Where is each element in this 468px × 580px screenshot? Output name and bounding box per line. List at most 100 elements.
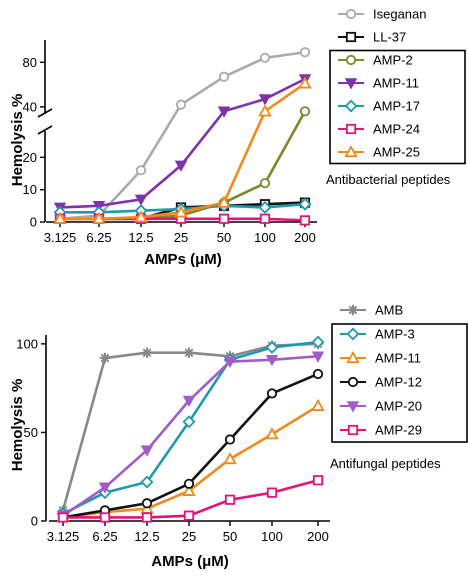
data-point-1-3-4 — [224, 434, 236, 445]
data-point-1-5-6 — [312, 475, 324, 486]
series-0-0 — [54, 47, 311, 224]
data-point-0-6-1 — [92, 211, 106, 224]
x-tick-label-0-6: 200 — [294, 230, 316, 245]
legend-label-1-5: AMP-29 — [375, 423, 422, 438]
data-point-1-0-1 — [99, 352, 111, 364]
legend-label-0-0: Iseganan — [373, 7, 427, 22]
y-tick-label-0-2: 20 — [23, 150, 37, 165]
legend-marker-0-2 — [345, 54, 357, 66]
x-axis-title-0: AMPs (μM) — [144, 251, 222, 268]
data-point-1-5-0 — [57, 512, 69, 523]
data-point-1-4-4 — [223, 356, 237, 369]
data-point-0-2-5 — [259, 178, 271, 189]
legend-item-1-2: AMP-11 — [340, 351, 421, 366]
data-point-0-3-4 — [217, 106, 231, 118]
data-point-1-0-1-stroke — [100, 353, 110, 363]
data-point-1-4-2 — [140, 445, 154, 457]
legend-label-1-1: AMP-3 — [375, 327, 415, 342]
legend-item-0-0: Iseganan — [338, 7, 427, 22]
legend-item-1-0: AMB — [340, 303, 403, 318]
y-tick-label-1-2: 100 — [16, 336, 38, 351]
x-tick-label-0-5: 100 — [254, 230, 276, 245]
legend-marker-0-6 — [344, 144, 358, 158]
data-point-0-0-2 — [135, 165, 147, 176]
data-point-1-3-3 — [183, 478, 195, 489]
legend-label-0-6: AMP-25 — [373, 145, 420, 160]
axis-break-mark-lower-0 — [37, 125, 53, 135]
legend-marker-0-3 — [344, 78, 358, 90]
data-point-0-6-0 — [53, 211, 67, 224]
data-point-1-0-3 — [183, 347, 195, 358]
y-tick-label-1-1: 50 — [24, 425, 38, 440]
legend-marker-1-2 — [346, 350, 360, 364]
x-tick-label-1-4: 50 — [223, 529, 237, 544]
annotation-1: Antifungal peptides — [330, 456, 441, 471]
data-point-1-5-3 — [183, 510, 195, 521]
legend-label-1-3: AMP-12 — [375, 375, 422, 390]
legend-marker-1-0-stroke — [348, 305, 358, 315]
data-point-0-6-6 — [298, 76, 312, 89]
legend-label-1-2: AMP-11 — [375, 351, 421, 366]
x-tick-label-0-3: 25 — [174, 230, 188, 245]
data-point-1-5-5 — [266, 487, 278, 498]
legend-box-1 — [331, 323, 468, 443]
y-tick-label-0-3: 40 — [23, 99, 37, 114]
legend-marker-1-3 — [347, 376, 359, 388]
data-point-1-0-2-stroke — [142, 348, 152, 358]
x-tick-label-0-1: 6.25 — [86, 230, 111, 245]
data-point-0-0-3 — [175, 99, 187, 110]
x-tick-label-0-2: 12.5 — [128, 230, 153, 245]
legend-label-0-1: LL-37 — [373, 30, 406, 45]
legend-item-0-1: LL-37 — [338, 30, 406, 45]
legend-marker-1-5 — [347, 424, 359, 436]
data-point-1-0-2 — [141, 347, 153, 358]
legend-item-1-5: AMP-29 — [340, 423, 422, 438]
x-tick-label-1-2: 12.5 — [134, 529, 159, 544]
data-point-0-4-6 — [298, 197, 312, 211]
x-tick-label-1-1: 6.25 — [92, 529, 117, 544]
data-point-1-2-6 — [311, 398, 325, 411]
legend-item-1-1: AMP-3 — [340, 327, 415, 342]
x-tick-label-0-0: 3.125 — [44, 230, 77, 245]
legend-box-0 — [329, 49, 466, 165]
x-tick-label-1-3: 25 — [182, 529, 196, 544]
legend-marker-0-5 — [345, 123, 357, 135]
data-point-1-1-5 — [265, 340, 279, 354]
legend-marker-1-4 — [346, 401, 360, 413]
data-point-1-5-2 — [141, 512, 153, 523]
data-point-1-1-2 — [140, 475, 154, 489]
legend-marker-0-1 — [345, 31, 357, 43]
x-axis-title-1: AMPs (μM) — [151, 553, 229, 570]
legend-marker-0-4 — [344, 99, 358, 113]
data-point-1-4-1 — [98, 482, 112, 494]
data-point-0-3-5 — [258, 94, 272, 106]
legend-label-0-4: AMP-17 — [373, 99, 420, 114]
data-point-0-6-5 — [258, 104, 272, 117]
data-point-1-2-3 — [182, 483, 196, 496]
data-point-1-4-3 — [182, 395, 196, 407]
data-point-1-2-4 — [223, 451, 237, 465]
data-point-1-0-3-stroke — [184, 348, 194, 358]
data-point-0-5-5 — [259, 213, 271, 224]
x-tick-label-0-4: 50 — [217, 230, 231, 245]
data-point-1-5-1 — [99, 512, 111, 523]
legend-0: Iseganan LL-37 AMP-2 AMP-11 AMP-17 AMP-24 AMP-… — [329, 7, 466, 165]
legend-label-1-0: AMB — [375, 303, 403, 318]
data-point-0-6-3 — [174, 205, 188, 218]
legend-item-0-4: AMP-17 — [338, 99, 420, 114]
data-point-0-6-2 — [134, 210, 148, 223]
y-axis-title-1: Hemolysis % — [9, 379, 26, 472]
data-point-1-4-5 — [265, 355, 279, 367]
axis-break-mark-upper-0 — [37, 108, 53, 118]
legend-item-1-4: AMP-20 — [340, 399, 422, 414]
series-0-3 — [53, 74, 312, 214]
x-tick-label-1-6: 200 — [307, 529, 329, 544]
y-tick-label-0-0: 0 — [30, 215, 37, 230]
legend-item-0-2: AMP-2 — [338, 53, 413, 68]
series-1-5 — [57, 475, 324, 523]
x-tick-label-1-0: 3.125 — [47, 529, 80, 544]
data-point-0-5-6 — [299, 215, 311, 226]
data-point-0-3-2 — [134, 194, 148, 206]
data-point-0-0-6 — [299, 47, 311, 58]
